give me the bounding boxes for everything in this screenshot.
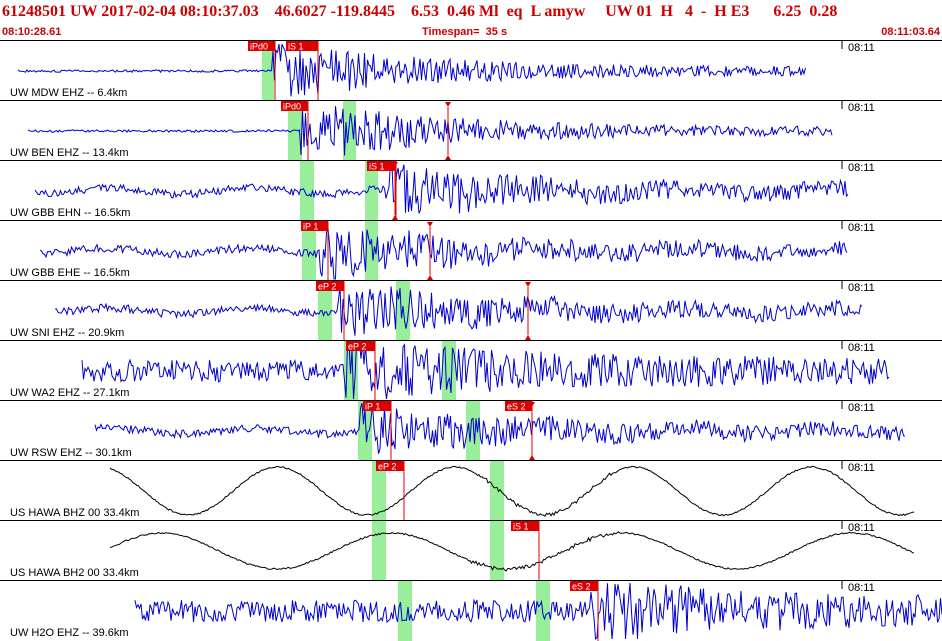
trace-panel[interactable]: iS 1 08:11 US HAWA BH2 00 33.4km [0, 520, 942, 581]
phase-pick[interactable]: iP 1 [301, 221, 329, 281]
phase-pick[interactable]: eP 2 [316, 281, 345, 341]
time-tick-label: 08:11 [848, 342, 875, 354]
station-channel-label: UW RSW EHZ -- 30.1km [10, 447, 132, 459]
time-tick-label: 08:11 [848, 162, 875, 174]
time-tick-label: 08:11 [848, 402, 875, 414]
phase-pick-label: eS 2 [507, 402, 526, 412]
time-tick-label: 08:11 [848, 102, 875, 114]
station-channel-label: UW GBB EHN -- 16.5km [10, 207, 131, 219]
end-time-label: 08:11:03.64 [881, 26, 940, 38]
event-title: 61248501 UW 2017-02-04 08:10:37.03 46.60… [2, 3, 838, 20]
trace-plot[interactable]: iP 1 [0, 221, 942, 281]
pick-window [288, 101, 302, 161]
pick-window [372, 521, 386, 581]
phase-pick-label: iP 1 [365, 402, 380, 412]
phase-pick[interactable]: eP 2 [376, 461, 405, 521]
phase-pick-label: iS 1 [513, 522, 529, 532]
phase-pick-label: eS 2 [572, 582, 591, 592]
station-channel-label: UW BEN EHZ -- 13.4km [10, 147, 129, 159]
phase-pick-label: eP 2 [348, 342, 366, 352]
trace-panel[interactable]: iP 1 eS 2 08:11 UW RSW EHZ -- 30.1km [0, 400, 942, 461]
seismogram-trace [81, 342, 890, 400]
pick-window [302, 221, 316, 281]
station-channel-label: US HAWA BH2 00 33.4km [10, 567, 139, 579]
trace-panel[interactable]: eP 2 08:11 UW SNI EHZ -- 20.9km [0, 280, 942, 341]
event-header: 61248501 UW 2017-02-04 08:10:37.03 46.60… [0, 0, 942, 40]
pick-window [358, 401, 372, 461]
seismogram-trace [94, 402, 906, 454]
phase-pick[interactable]: iS 1 [286, 41, 319, 101]
pick-window [318, 281, 332, 341]
station-channel-label: UW WA2 EHZ -- 27.1km [10, 387, 130, 399]
station-channel-label: US HAWA BHZ 00 33.4km [10, 507, 140, 519]
phase-pick-label: iP 1 [303, 222, 318, 232]
start-time-label: 08:10:28.61 [2, 26, 62, 38]
trace-panel[interactable]: iS 1 08:11 UW GBB EHN -- 16.5km [0, 160, 942, 221]
station-channel-label: UW H2O EHZ -- 39.6km [10, 627, 129, 639]
phase-pick-label: eP 2 [318, 282, 336, 292]
time-tick-label: 08:11 [848, 282, 875, 294]
trace-plot[interactable]: eP 2 [0, 341, 942, 401]
seismogram-trace [39, 228, 848, 280]
trace-panel[interactable]: eP 2 08:11 US HAWA BHZ 00 33.4km [0, 460, 942, 521]
phase-pick-label: iS 1 [288, 42, 304, 52]
phase-pick-label: eP 2 [378, 462, 396, 472]
seismogram-trace [54, 285, 863, 336]
pick-window [372, 461, 386, 521]
trace-panel[interactable]: iP 1 08:11 UW GBB EHE -- 16.5km [0, 220, 942, 281]
phase-pick[interactable]: iS 1 [511, 521, 540, 581]
pick-window [262, 41, 274, 101]
phase-pick-label: iPd0 [250, 42, 268, 52]
trace-plot[interactable]: iS 1 [0, 521, 942, 581]
time-tick-label: 08:11 [848, 462, 875, 474]
seismogram-trace [17, 43, 806, 97]
trace-plot[interactable]: iP 1 eS 2 [0, 401, 942, 461]
time-tick-label: 08:11 [848, 522, 875, 534]
time-tick-label: 08:11 [848, 42, 875, 54]
time-tick-label: 08:11 [848, 222, 875, 234]
trace-panel[interactable]: iPd0 08:11 UW BEN EHZ -- 13.4km [0, 100, 942, 161]
trace-area[interactable]: iPd0 iS 1 08:11 UW MDW EHZ -- 6.4km iPd0 08:1… [0, 40, 942, 641]
pick-window [466, 401, 480, 461]
station-channel-label: UW SNI EHZ -- 20.9km [10, 327, 125, 339]
station-channel-label: UW MDW EHZ -- 6.4km [10, 87, 128, 99]
phase-pick-label: iPd0 [283, 102, 301, 112]
station-channel-label: UW GBB EHE -- 16.5km [10, 267, 130, 279]
time-tick-label: 08:11 [848, 582, 875, 594]
pick-window [300, 161, 314, 221]
seismogram-trace [134, 582, 942, 641]
pick-window [490, 521, 504, 581]
trace-panel[interactable]: iPd0 iS 1 08:11 UW MDW EHZ -- 6.4km [0, 40, 942, 101]
pick-window [442, 341, 456, 401]
trace-plot[interactable]: iPd0 iS 1 [0, 41, 942, 101]
trace-plot[interactable]: iPd0 [0, 101, 942, 161]
seismogram-trace [27, 106, 833, 156]
pick-window [490, 461, 504, 521]
timespan-label: Timespan= 35 s [422, 26, 508, 38]
pick-window [365, 161, 378, 221]
pick-window [343, 101, 356, 161]
pick-window [396, 281, 410, 341]
trace-panel[interactable]: eS 2 08:11 UW H2O EHZ -- 39.6km [0, 580, 942, 641]
trace-plot[interactable]: eS 2 [0, 581, 942, 641]
seismogram-trace [110, 531, 915, 572]
phase-pick[interactable]: eP 2 [346, 341, 376, 401]
trace-panel[interactable]: eP 2 08:11 UW WA2 EHZ -- 27.1km [0, 340, 942, 401]
phase-pick[interactable]: iP 1 [363, 401, 392, 461]
phase-pick[interactable]: eS 2 [570, 581, 599, 641]
pick-window [398, 581, 412, 641]
phase-pick[interactable]: iS 1 [367, 161, 397, 221]
seismogram-trace [109, 465, 915, 517]
trace-plot[interactable]: eP 2 [0, 461, 942, 521]
trace-plot[interactable]: iS 1 [0, 161, 942, 221]
phase-pick[interactable]: iPd0 [281, 101, 309, 161]
phase-pick-label: iS 1 [369, 162, 385, 172]
seismogram-trace [34, 161, 849, 214]
trace-plot[interactable]: eP 2 [0, 281, 942, 341]
phase-pick[interactable]: iPd0 [248, 41, 276, 101]
